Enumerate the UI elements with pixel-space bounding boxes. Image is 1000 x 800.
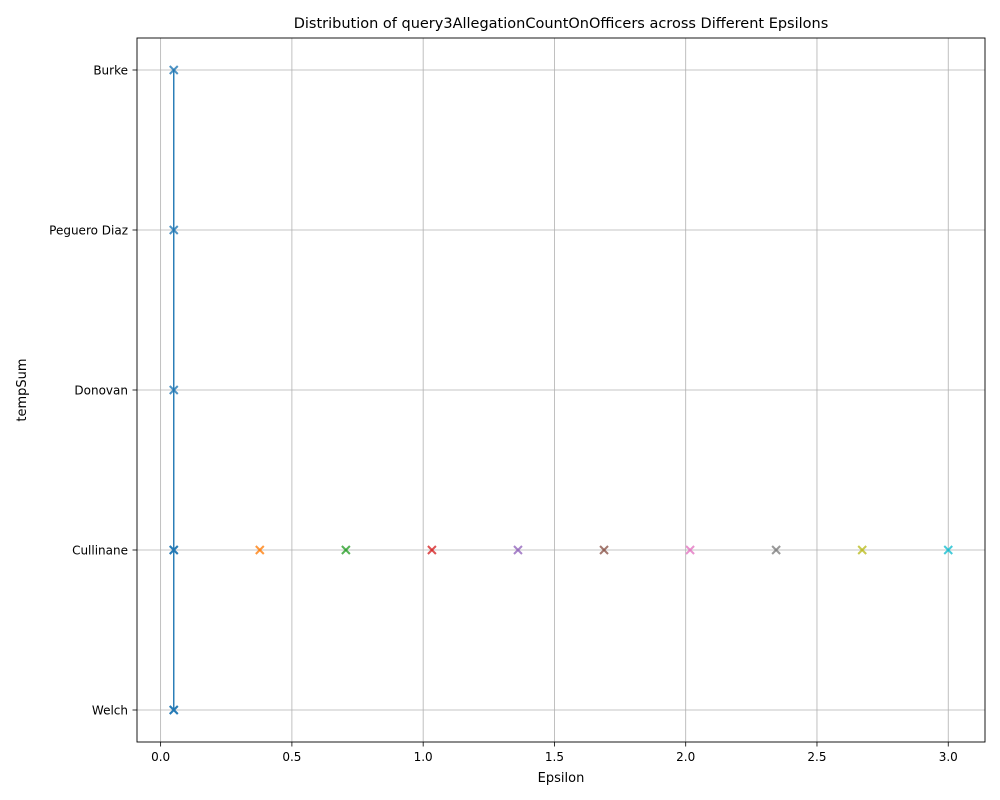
data-point-marker	[685, 545, 695, 555]
x-tick-label: 1.5	[545, 750, 564, 764]
y-tick-label: Cullinane	[72, 544, 128, 558]
x-tick-label: 3.0	[939, 750, 958, 764]
y-tick-label: Donovan	[74, 384, 128, 398]
data-point-marker	[857, 545, 867, 555]
data-point-marker	[513, 545, 523, 555]
y-axis-label: tempSum	[15, 358, 30, 421]
data-point-marker	[427, 545, 437, 555]
data-point-marker	[169, 225, 179, 235]
grid-lines	[137, 38, 985, 742]
x-axis-ticks: 0.0 0.5 1.0 1.5 2.0 2.5 3.0	[151, 742, 958, 764]
y-tick-label: Peguero Diaz	[49, 224, 128, 238]
data-point-marker	[599, 545, 609, 555]
data-point-marker	[169, 385, 179, 395]
y-tick-label: Welch	[92, 704, 128, 718]
data-point-marker	[341, 545, 351, 555]
x-axis-label: Epsilon	[538, 771, 585, 786]
x-tick-label: 1.0	[414, 750, 433, 764]
data-point-marker	[169, 705, 179, 715]
data-point-marker	[169, 545, 179, 555]
x-tick-label: 0.5	[282, 750, 301, 764]
y-axis-ticks: Welch Cullinane Donovan Peguero Diaz Burke	[49, 64, 137, 718]
data-point-marker	[169, 65, 179, 75]
data-layer	[169, 65, 953, 715]
data-point-marker	[255, 545, 265, 555]
x-tick-label: 0.0	[151, 750, 170, 764]
x-tick-label: 2.5	[807, 750, 826, 764]
data-point-marker	[771, 545, 781, 555]
chart-title: Distribution of query3AllegationCountOnO…	[294, 16, 829, 32]
x-tick-label: 2.0	[676, 750, 695, 764]
y-tick-label: Burke	[93, 64, 128, 78]
data-point-marker	[943, 545, 953, 555]
